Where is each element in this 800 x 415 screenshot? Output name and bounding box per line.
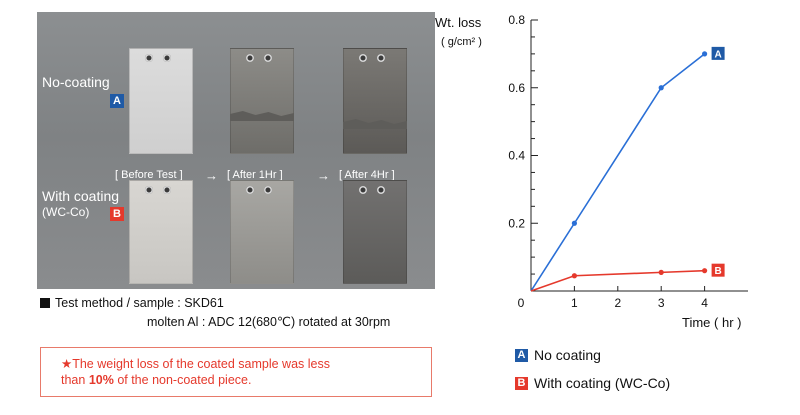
- series-badge-label: B: [714, 266, 721, 277]
- series-badge-b: [711, 263, 725, 277]
- test-method-line1: Test method / sample : SKD61: [40, 296, 224, 310]
- x-tick-label: 3: [658, 296, 665, 310]
- x-tick-label: 2: [614, 296, 621, 310]
- x-tick-label: 4: [701, 296, 708, 310]
- stage-before: [ Before Test ]: [115, 169, 183, 181]
- legend-badge-a: A: [515, 348, 528, 362]
- y-tick-label: 0.8: [508, 13, 525, 27]
- no-coating-label: No-coating: [42, 74, 110, 90]
- plate-uncoated-1hr: [230, 48, 294, 154]
- plate-coated-before: [129, 180, 193, 284]
- sample-photo: No-coating A With coating (WC-Co) B [ Be…: [37, 12, 435, 289]
- stage-after-1hr: [ After 1Hr ]: [227, 169, 283, 181]
- note-highlight: 10%: [88, 373, 114, 387]
- plate-uncoated-4hr: [343, 48, 407, 154]
- origin-label: 0: [518, 296, 525, 310]
- data-point-b: [658, 269, 664, 275]
- badge-b: B: [110, 207, 124, 221]
- test-method-text: Test method / sample : SKD61: [55, 296, 224, 310]
- stage-after-4hr: [ After 4Hr ]: [339, 169, 395, 181]
- legend-label-b: With coating (WC-Co): [534, 375, 671, 391]
- note-line2-start: than: [61, 373, 89, 387]
- with-coating-sublabel: (WC-Co): [42, 205, 90, 219]
- legend-item-a: A No coating: [515, 347, 601, 363]
- y-tick-label: 0.6: [508, 81, 525, 95]
- legend-badge-b: B: [515, 376, 528, 390]
- badge-a: A: [110, 94, 124, 108]
- plate-coated-4hr: [343, 180, 407, 284]
- plate-coated-1hr: [230, 180, 294, 284]
- data-point-a: [658, 85, 664, 91]
- data-point-b: [702, 268, 708, 274]
- series-line-a: [530, 53, 706, 292]
- x-tick-label: 1: [571, 296, 578, 310]
- data-point-b: [571, 273, 577, 279]
- note-line2-end: of the non-coated piece.: [113, 373, 252, 387]
- y-tick-label: 0.4: [508, 149, 525, 163]
- arrow-right-icon: →: [205, 168, 218, 183]
- data-point-a: [702, 51, 708, 57]
- series-line-b: [530, 269, 705, 292]
- series-badge-label: A: [714, 49, 721, 60]
- y-axis-label: Wt. loss: [435, 15, 482, 30]
- series-badge-a: [711, 46, 725, 60]
- note-line1: ★The weight loss of the coated sample wa…: [61, 357, 330, 371]
- square-bullet-icon: [40, 298, 50, 308]
- x-axis-label: Time ( hr ): [682, 315, 741, 330]
- arrow-right-icon: →: [317, 168, 330, 183]
- note-box: ★The weight loss of the coated sample wa…: [40, 347, 432, 397]
- legend-item-b: B With coating (WC-Co): [515, 375, 670, 391]
- y-axis-unit: ( g/cm² ): [441, 36, 482, 48]
- with-coating-label: With coating: [42, 188, 120, 204]
- y-tick-label: 0.2: [508, 216, 525, 230]
- legend-label-a: No coating: [534, 347, 601, 363]
- data-point-a: [571, 220, 577, 226]
- plate-uncoated-before: [129, 48, 193, 154]
- test-method-line2: molten Al : ADC 12(680℃) rotated at 30rp…: [147, 315, 391, 329]
- weight-loss-chart: 0.2 0.4 0.6 0.8 1 2 3 4 0 Wt. loss ( g/cm² ) Time (…: [435, 13, 748, 330]
